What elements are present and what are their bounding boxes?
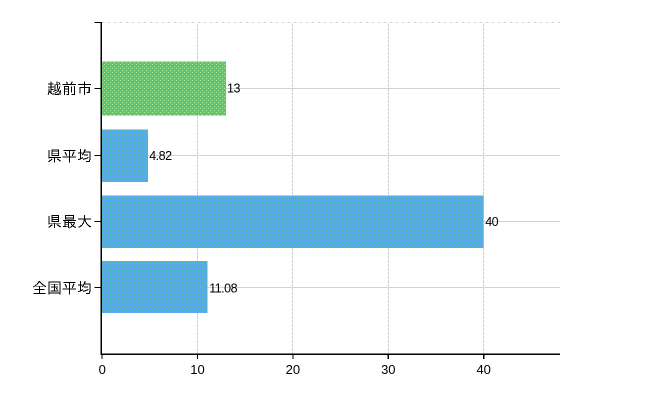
svg-text:30: 30 [381, 362, 395, 377]
svg-text:10: 10 [190, 362, 204, 377]
svg-text:0: 0 [99, 362, 106, 377]
svg-text:20: 20 [286, 362, 300, 377]
svg-text:11.08: 11.08 [209, 281, 237, 295]
svg-text:40: 40 [476, 362, 490, 377]
svg-text:13: 13 [227, 82, 240, 96]
svg-text:40: 40 [485, 215, 498, 229]
svg-text:4.82: 4.82 [149, 149, 172, 163]
